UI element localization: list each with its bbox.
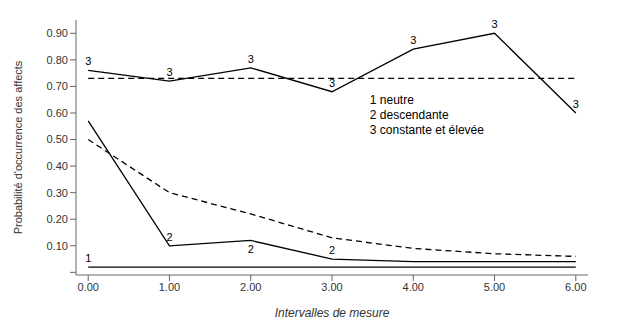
svg-text:Probabilité d'occurrence des a: Probabilité d'occurrence des affects: [12, 60, 24, 234]
svg-text:1.00: 1.00: [159, 281, 180, 293]
svg-text:3: 3: [166, 66, 172, 78]
svg-text:2.00: 2.00: [240, 281, 261, 293]
html-text:1 neutre: 1 neutre: [369, 93, 414, 108]
svg-text:0.80: 0.80: [47, 54, 68, 66]
svg-text:0.20: 0.20: [47, 213, 68, 225]
svg-text:3: 3: [491, 18, 497, 30]
svg-text:3: 3: [573, 98, 579, 110]
svg-text:0.60: 0.60: [47, 107, 68, 119]
svg-text:0.00: 0.00: [77, 281, 98, 293]
svg-text:3.00: 3.00: [321, 281, 342, 293]
svg-text:4.00: 4.00: [403, 281, 424, 293]
svg-text:2: 2: [166, 231, 172, 243]
svg-text:Intervalles de mesure: Intervalles de mesure: [275, 306, 390, 320]
svg-text:3: 3: [329, 77, 335, 89]
html-text:3 constante et élevée: 3 constante et élevée: [369, 123, 484, 138]
svg-text:6.00: 6.00: [565, 281, 586, 293]
svg-text:3: 3: [248, 53, 254, 65]
svg-text:0.50: 0.50: [47, 133, 68, 145]
svg-text:0.90: 0.90: [47, 27, 68, 39]
svg-text:0.30: 0.30: [47, 187, 68, 199]
svg-text:0.70: 0.70: [47, 80, 68, 92]
svg-text:3: 3: [410, 34, 416, 46]
svg-text:2: 2: [329, 244, 335, 256]
svg-text:3: 3: [85, 55, 91, 67]
svg-text:1: 1: [85, 252, 91, 264]
html-text:2 descendante: 2 descendante: [369, 108, 449, 123]
svg-text:0.10: 0.10: [47, 240, 68, 252]
svg-text:5.00: 5.00: [484, 281, 505, 293]
svg-text:2: 2: [248, 243, 254, 255]
svg-text:0.40: 0.40: [47, 160, 68, 172]
